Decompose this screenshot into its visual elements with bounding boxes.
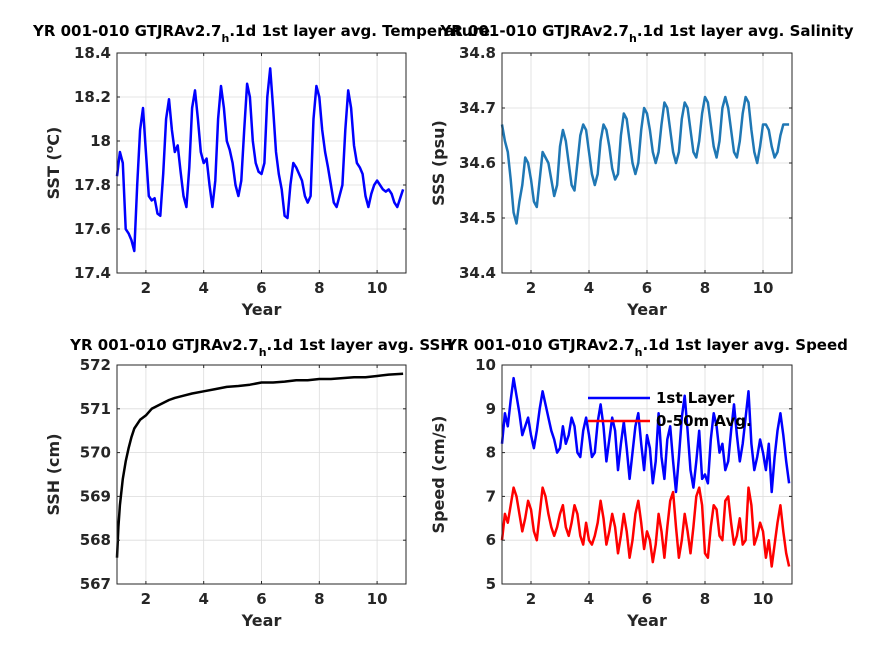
legend-label: 1st Layer <box>656 389 735 407</box>
panel-title-rest: .1d 1st layer avg. Salinity <box>637 22 854 40</box>
panel-ssh: 2 4 6 8 10 567 568 569 570 571 572 Year SSH (cm) YR 0… <box>44 336 453 630</box>
x-tick-label: 8 <box>700 590 710 608</box>
series-line-sss <box>500 95 790 225</box>
x-tick-label: 10 <box>753 590 774 608</box>
y-tick-label: 7 <box>486 487 496 505</box>
panel-sss: 2 4 6 8 10 34.4 34.5 34.6 34.7 34.8 Year SSS (psu) Y… <box>429 22 854 319</box>
x-tick-label: 4 <box>198 590 208 608</box>
panel-title: YR 001-010 GTJRAv2.7h.1d 1st layer avg. … <box>445 336 848 359</box>
x-tick-label: 4 <box>584 279 594 297</box>
y-tick-label: 9 <box>486 400 496 418</box>
y-axis-label: SSH (cm) <box>44 433 63 515</box>
y-axis-label: SSS (psu) <box>429 120 448 206</box>
panel-title-subscript: h <box>629 32 637 45</box>
y-tick-label: 34.5 <box>459 209 496 227</box>
panel-title-main: YR 001-010 GTJRAv2.7 <box>445 336 635 354</box>
series-line-ssh <box>115 372 404 558</box>
x-axis-label: Year <box>626 611 667 630</box>
y-axis-label-unit: C) <box>44 127 63 146</box>
y-tick-label: 34.4 <box>459 264 496 282</box>
panel-title-rest: .1d 1st layer avg. Speed <box>642 336 847 354</box>
y-tick-label: 34.6 <box>459 154 496 172</box>
x-tick-label: 10 <box>367 279 388 297</box>
y-tick-label: 567 <box>80 575 111 593</box>
x-tick-label: 8 <box>314 590 324 608</box>
series-line-0-50m-avg- <box>500 486 791 568</box>
x-tick-label: 10 <box>367 590 388 608</box>
panel-title-main: YR 001-010 GTJRAv2.7 <box>69 336 259 354</box>
x-tick-label: 6 <box>256 590 266 608</box>
x-tick-label: 6 <box>642 279 652 297</box>
x-tick-label: 2 <box>141 279 151 297</box>
x-tick-label: 6 <box>642 590 652 608</box>
x-tick-label: 8 <box>314 279 324 297</box>
panel-title-rest: .1d 1st layer avg. Temperature <box>229 22 490 40</box>
x-axis-label: Year <box>241 611 282 630</box>
panel-title-subscript: h <box>259 346 267 359</box>
y-tick-label: 568 <box>80 531 111 549</box>
y-tick-label: 8 <box>486 444 496 462</box>
y-tick-label: 18 <box>90 132 111 150</box>
y-tick-label: 6 <box>486 531 496 549</box>
x-tick-label: 2 <box>141 590 151 608</box>
y-tick-label: 18.2 <box>74 88 111 106</box>
y-tick-label: 10 <box>475 356 496 374</box>
legend: 1st Layer 0-50m Avg. <box>588 389 752 430</box>
y-tick-label: 5 <box>486 575 496 593</box>
y-tick-label: 572 <box>80 356 111 374</box>
panel-speed: 2 4 6 8 10 5 6 7 8 9 10 Year Speed (cm/s) YR 001-010 … <box>429 336 848 630</box>
panel-sst: 2 4 6 8 10 17.4 17.6 17.8 18 18.2 18.4 Year SST (oC)… <box>32 22 490 319</box>
y-tick-label: 569 <box>80 487 111 505</box>
y-axis-label: Speed (cm/s) <box>429 416 448 534</box>
y-tick-label: 17.4 <box>74 264 111 282</box>
x-tick-label: 4 <box>198 279 208 297</box>
x-tick-label: 8 <box>700 279 710 297</box>
y-tick-label: 34.8 <box>459 44 496 62</box>
x-tick-label: 2 <box>526 279 536 297</box>
panel-title-main: YR 001-010 GTJRAv2.7 <box>439 22 629 40</box>
y-tick-label: 17.8 <box>74 176 111 194</box>
y-axis-label-degree: o <box>43 145 56 153</box>
x-tick-label: 2 <box>526 590 536 608</box>
panel-title: YR 001-010 GTJRAv2.7h.1d 1st layer avg. … <box>439 22 853 45</box>
series-line-1st-layer <box>500 376 791 494</box>
panel-title-subscript: h <box>635 346 643 359</box>
panel-title: YR 001-010 GTJRAv2.7h.1d 1st layer avg. … <box>69 336 453 359</box>
x-axis-label: Year <box>626 300 667 319</box>
panel-title-rest: .1d 1st layer avg. SSH <box>267 336 453 354</box>
x-tick-label: 10 <box>753 279 774 297</box>
y-tick-label: 17.6 <box>74 220 111 238</box>
panel-title: YR 001-010 GTJRAv2.7h.1d 1st layer avg. … <box>32 22 490 45</box>
series-line-sst <box>115 67 405 253</box>
y-tick-label: 570 <box>80 444 111 462</box>
legend-label: 0-50m Avg. <box>656 412 752 430</box>
x-tick-label: 6 <box>256 279 266 297</box>
panel-title-subscript: h <box>222 32 230 45</box>
y-tick-label: 18.4 <box>74 44 111 62</box>
y-axis-label: SST (oC) <box>43 127 63 200</box>
panel-title-main: YR 001-010 GTJRAv2.7 <box>32 22 222 40</box>
y-axis-label-main: SST ( <box>44 153 63 199</box>
x-axis-label: Year <box>241 300 282 319</box>
y-tick-label: 571 <box>80 400 111 418</box>
y-tick-label: 34.7 <box>459 99 496 117</box>
x-tick-label: 4 <box>584 590 594 608</box>
